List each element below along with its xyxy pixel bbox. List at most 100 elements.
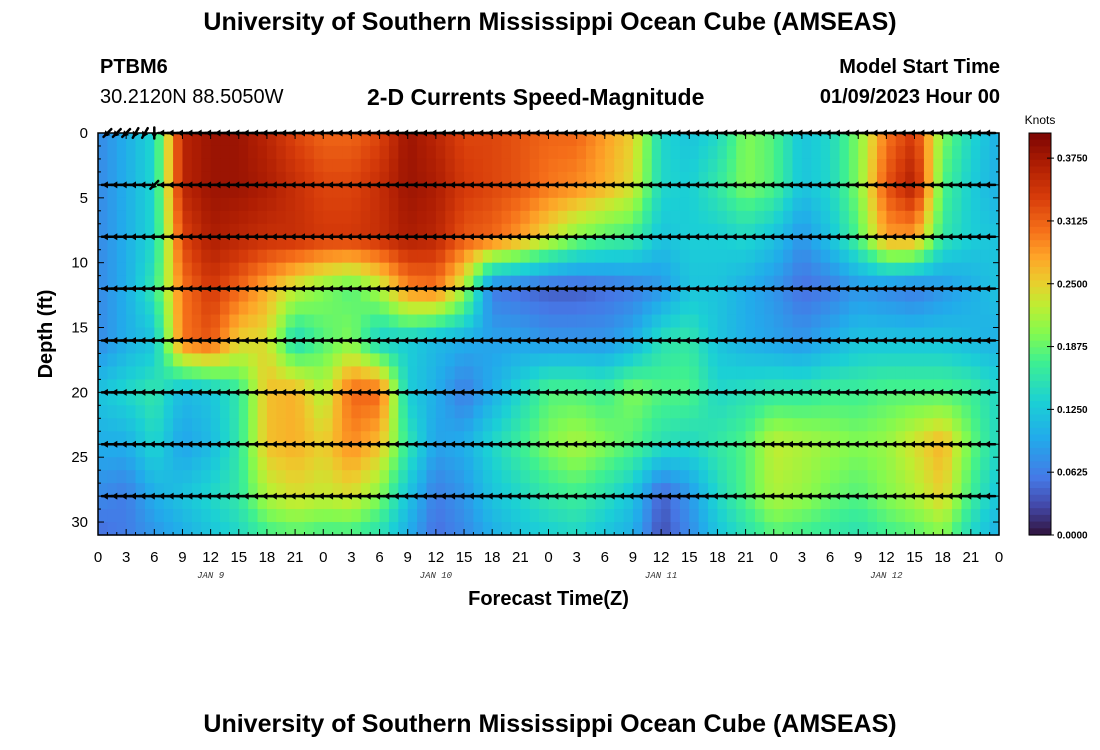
heat-cell bbox=[651, 483, 662, 497]
heat-cell bbox=[989, 236, 1000, 251]
x-tick-label: 3 bbox=[122, 549, 130, 566]
current-arrow-head bbox=[608, 181, 615, 189]
current-arrow-head bbox=[289, 181, 296, 189]
heat-cell bbox=[417, 158, 428, 173]
heat-cell bbox=[520, 483, 531, 497]
heat-cell bbox=[689, 301, 700, 316]
heat-cell bbox=[689, 418, 700, 432]
heat-cell bbox=[173, 327, 184, 342]
heat-cell bbox=[567, 444, 578, 458]
heat-cell bbox=[257, 470, 268, 484]
heat-cell bbox=[886, 418, 897, 432]
heat-cell bbox=[604, 353, 615, 368]
heat-cell bbox=[895, 483, 906, 497]
current-arrow-head bbox=[702, 181, 709, 189]
heat-cell bbox=[435, 301, 446, 316]
heat-cell bbox=[886, 288, 897, 303]
heat-cell bbox=[445, 509, 456, 523]
heat-cell bbox=[839, 522, 850, 536]
heat-cell bbox=[407, 418, 418, 432]
current-arrow-head bbox=[571, 440, 578, 448]
current-arrow-head bbox=[421, 440, 427, 448]
current-arrow-head bbox=[871, 337, 878, 344]
heat-cell bbox=[163, 197, 174, 212]
heat-cell bbox=[388, 158, 399, 173]
heat-cell bbox=[417, 418, 428, 432]
current-arrow-head bbox=[571, 285, 578, 293]
heat-cell bbox=[445, 366, 456, 380]
heat-cell bbox=[220, 171, 230, 186]
heat-cell bbox=[332, 392, 343, 406]
heat-cell bbox=[464, 509, 475, 523]
current-arrow-head bbox=[552, 233, 559, 241]
heat-cell bbox=[858, 379, 869, 393]
heat-cell bbox=[970, 236, 981, 251]
heat-cell bbox=[464, 457, 475, 471]
heat-cell bbox=[295, 133, 306, 147]
heat-cell bbox=[201, 431, 212, 445]
heat-cell bbox=[398, 392, 409, 406]
current-arrow-head bbox=[608, 440, 615, 448]
heat-cell bbox=[163, 275, 174, 290]
heat-cell bbox=[407, 158, 418, 173]
heat-cell bbox=[323, 314, 334, 329]
heat-cell bbox=[717, 133, 728, 147]
x-tick-label: 3 bbox=[347, 549, 355, 566]
current-arrow-head bbox=[308, 337, 315, 344]
heat-cell bbox=[238, 301, 249, 316]
heat-cell bbox=[426, 366, 437, 380]
heat-cell bbox=[473, 379, 484, 393]
heat-cell bbox=[604, 301, 615, 316]
heat-cell bbox=[407, 223, 418, 238]
heat-cell bbox=[501, 236, 512, 251]
heat-cell bbox=[210, 522, 221, 536]
heat-cell bbox=[388, 405, 399, 419]
current-arrow-head bbox=[467, 440, 474, 448]
current-arrow-head bbox=[655, 388, 662, 396]
heat-cell bbox=[304, 444, 315, 458]
current-arrow-head bbox=[355, 492, 362, 500]
current-arrow-head bbox=[524, 181, 531, 189]
heat-cell bbox=[539, 392, 550, 406]
heat-cell bbox=[576, 301, 587, 316]
heat-cell bbox=[745, 145, 756, 160]
heat-cell bbox=[126, 158, 137, 173]
heat-cell bbox=[970, 301, 981, 316]
heat-cell bbox=[304, 249, 315, 264]
heat-cell bbox=[501, 418, 512, 432]
heat-cell bbox=[801, 249, 812, 264]
heat-cell bbox=[614, 379, 625, 393]
x-tick-label: 18 bbox=[934, 549, 951, 566]
current-arrow-head bbox=[299, 388, 305, 396]
current-arrow-head bbox=[636, 492, 643, 500]
current-arrow-head bbox=[289, 233, 296, 241]
heat-cell bbox=[464, 301, 475, 316]
heat-cell bbox=[285, 405, 296, 419]
heat-cell bbox=[445, 340, 456, 355]
current-arrow-head bbox=[392, 492, 399, 500]
current-arrow-head bbox=[749, 285, 756, 293]
current-arrow-head bbox=[336, 492, 343, 500]
heat-cell bbox=[435, 392, 446, 406]
heat-cell bbox=[388, 457, 399, 471]
heat-cell bbox=[473, 171, 484, 186]
heat-cell bbox=[670, 210, 681, 225]
heat-cell bbox=[201, 392, 212, 406]
heat-cell bbox=[557, 366, 568, 380]
heat-cell bbox=[276, 418, 287, 432]
colorbar-band bbox=[1029, 421, 1051, 429]
current-arrow-head bbox=[505, 233, 512, 241]
heat-cell bbox=[482, 379, 493, 393]
heat-cell bbox=[539, 496, 550, 510]
current-arrow-head bbox=[852, 388, 859, 396]
heat-cell bbox=[726, 353, 737, 368]
heat-cell bbox=[970, 496, 981, 510]
current-arrow-head bbox=[449, 337, 456, 344]
heat-cell bbox=[135, 262, 146, 277]
heat-cell bbox=[482, 210, 493, 225]
heat-cell bbox=[764, 327, 775, 342]
current-arrow-head bbox=[327, 233, 334, 241]
heat-cell bbox=[754, 184, 765, 199]
heat-cell bbox=[595, 483, 606, 497]
heat-cell bbox=[708, 158, 719, 173]
